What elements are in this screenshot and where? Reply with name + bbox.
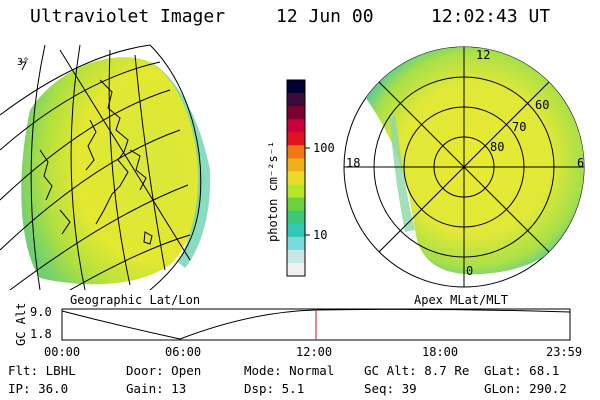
alt-ytick-high: 9.0 (30, 305, 52, 319)
colorbar-band (287, 236, 305, 251)
alt-xtick-3: 18:00 (422, 345, 459, 359)
status-gain: Gain: 13 (126, 381, 187, 396)
header-time: 12:02:43 UT (431, 6, 551, 27)
lat-label-80: 80 (490, 140, 505, 154)
corner-label: 3° (17, 57, 30, 68)
colorbar-band (287, 132, 305, 146)
mlt-label-6: 6 (577, 156, 585, 170)
aurora-edge-left (150, 62, 211, 268)
colorbar-band (287, 106, 305, 120)
polar-image (343, 46, 585, 288)
colorbar-band (287, 197, 305, 212)
colorbar-band (287, 249, 305, 264)
status-dsp: Dsp: 5.1 (244, 381, 305, 396)
alt-xtick-4: 23:59 (546, 345, 583, 359)
alt-xtick-2: 12:00 (296, 345, 333, 359)
mlt-label-12: 12 (476, 48, 491, 62)
status-door: Door: Open (126, 363, 202, 378)
mlt-label-0: 0 (466, 264, 474, 278)
colorbar-band (287, 119, 305, 133)
status-gc-alt: GC Alt: 8.7 Re (364, 363, 470, 378)
colorbar-band (287, 93, 305, 107)
compass-mark (20, 61, 27, 71)
colorbar-band (287, 223, 305, 238)
colorbar-band (287, 210, 305, 225)
header-date: 12 Jun 00 (276, 6, 374, 27)
aurora-oval-right (360, 47, 584, 275)
right-caption: Apex MLat/MLT (414, 293, 508, 307)
mlt-label-18: 18 (346, 156, 361, 170)
alt-xtick-0: 00:00 (44, 345, 81, 359)
alt-ytick-low: 1.8 (30, 327, 52, 341)
colorbar-band (287, 262, 305, 277)
colorbar-tick-100: 100 (313, 141, 335, 155)
polar-grid (344, 47, 584, 287)
colorbar-tick-10: 10 (313, 228, 328, 242)
status-glat: GLat: 68.1 (484, 363, 560, 378)
colorbar-band (287, 80, 305, 94)
colorbar-band (287, 158, 305, 172)
geographic-image (0, 44, 211, 290)
lat-label-70: 70 (512, 120, 527, 134)
colorbar-band (287, 145, 305, 159)
status-flt: Flt: LBHL (8, 363, 76, 378)
altitude-curve (61, 308, 571, 340)
colorbar (286, 79, 310, 277)
window-title: Ultraviolet Imager (30, 6, 226, 27)
coastline (39, 79, 153, 245)
lat-lon-grid (0, 44, 202, 290)
status-mode: Mode: Normal (244, 363, 335, 378)
colorbar-band (287, 184, 305, 199)
status-seq: Seq: 39 (364, 381, 417, 396)
status-glon: GLon: 290.2 (484, 381, 567, 396)
lat-label-60: 60 (535, 98, 550, 112)
status-ip: IP: 36.0 (8, 381, 69, 396)
left-caption: Geographic Lat/Lon (70, 293, 201, 307)
alt-xtick-1: 06:00 (165, 345, 202, 359)
colorbar-band (287, 171, 305, 186)
